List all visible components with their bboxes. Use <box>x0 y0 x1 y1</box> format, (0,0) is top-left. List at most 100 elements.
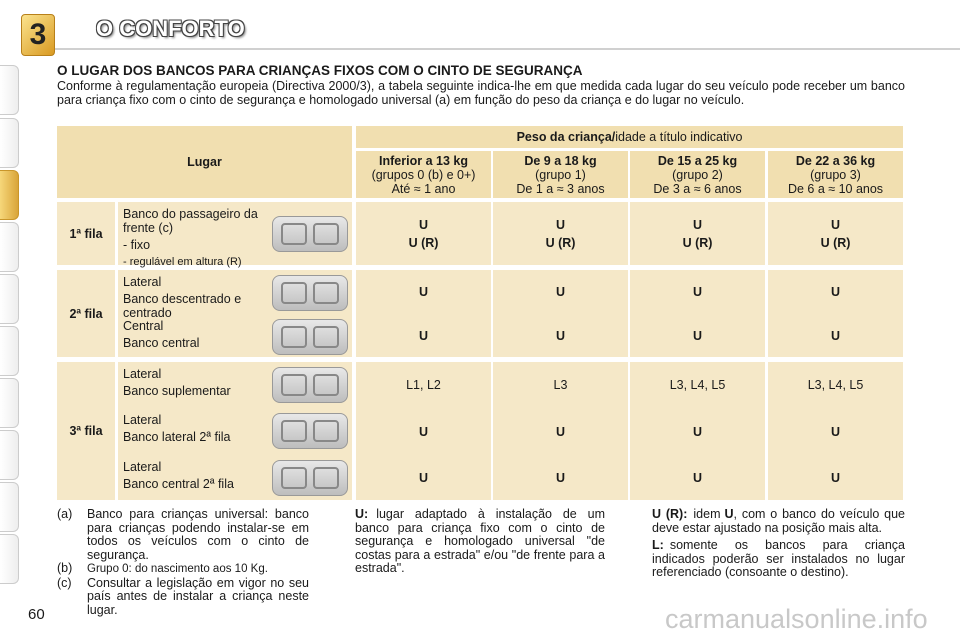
weight-title: Peso da criança/ <box>516 130 616 144</box>
value-cell <box>356 270 491 357</box>
description-line: Banco do passageiro da frente (c) <box>123 207 258 235</box>
value-line: U <box>418 217 429 232</box>
value-text: U <box>418 285 429 299</box>
value-text: U <box>418 470 429 485</box>
value-cell <box>493 362 628 500</box>
seat-icon <box>272 216 348 252</box>
value-text: U <box>692 285 703 299</box>
note-term: U: <box>355 507 369 521</box>
value-cell <box>356 202 491 265</box>
description-line: Lateral <box>123 460 162 474</box>
seat-value: U U (R) <box>630 202 765 265</box>
seat-value: L3 <box>493 362 628 408</box>
side-tab <box>0 430 19 480</box>
weight-note: idade a título indicativo <box>615 130 743 144</box>
seat-icon-detail <box>281 374 307 396</box>
seat-value: U <box>493 270 628 314</box>
row-label-text: 2ª fila <box>69 306 103 321</box>
footnote: (b) Grupo 0: do nascimento aos 10 Kg. <box>57 561 309 577</box>
notes-middle: U: lugar adaptado à instalação de um banc… <box>355 507 605 576</box>
seat-description: Lateral Banco central 2ª fila <box>123 460 263 491</box>
column-weight: De 22 a 36 kg <box>795 153 876 168</box>
seat-value: U U (R) <box>356 202 491 265</box>
footnote-text: Consultar a legislação em vigor no seu p… <box>87 575 309 617</box>
value-text: L3 <box>553 378 568 392</box>
footnote: (c) Consultar a legislação em vigor no se… <box>57 575 309 618</box>
value-text: U <box>692 328 703 343</box>
seat-icon-detail <box>313 223 339 245</box>
seat-icon <box>272 460 348 496</box>
seat-value: U <box>493 314 628 357</box>
seat-description: Banco do passageiro da frente (c) - fixo -… <box>123 207 268 269</box>
seat-value: L3, L4, L5 <box>630 362 765 408</box>
seat-icon <box>272 413 348 449</box>
value-text: U <box>555 470 566 485</box>
value-cell <box>768 362 903 500</box>
value-line: U <box>555 217 566 232</box>
column-header: De 22 a 36 kg (grupo 3) De 6 a ≈ 10 anos <box>768 151 903 198</box>
side-tab <box>0 378 19 428</box>
row-label: 2ª fila <box>57 270 115 357</box>
column-group: (grupo 2) <box>672 167 723 182</box>
value-cell <box>630 202 765 265</box>
description-line: Banco descentrado e centrado <box>123 292 242 320</box>
value-text: U <box>692 424 703 439</box>
seat-value: U <box>630 455 765 500</box>
description-line: Banco central 2ª fila <box>123 477 234 491</box>
value-text: U <box>555 424 566 439</box>
footnote-key: (a) <box>57 507 73 521</box>
value-cell <box>493 202 628 265</box>
seat-value: U <box>768 314 903 357</box>
column-weight: De 9 a 18 kg <box>524 153 597 168</box>
value-text: U <box>418 328 429 343</box>
column-age: Até ≈ 1 ano <box>391 181 456 196</box>
seat-value: L1, L2 <box>356 362 491 408</box>
note-term: U (R): <box>652 507 688 521</box>
description-line: Central <box>123 319 164 333</box>
value-line: U (R) <box>408 235 439 250</box>
description-line: Banco central <box>123 336 200 350</box>
seat-icon-detail <box>281 420 307 442</box>
footnote-key: (c) <box>57 575 72 590</box>
value-cell <box>630 270 765 357</box>
note-text: somente os bancos para criança indicados… <box>652 538 905 579</box>
value-text: L1, L2 <box>406 378 441 392</box>
row-label-text: 3ª fila <box>69 424 103 438</box>
weight-header: Peso da criança/idade a título indicativ… <box>356 126 903 148</box>
note-text: , com o banco do veículo que deve estar … <box>652 507 905 535</box>
seat-value: U <box>768 270 903 314</box>
seat-value: L3, L4, L5 <box>768 362 903 408</box>
side-tab-active <box>0 170 19 220</box>
chapter-title: O CONFORTO <box>96 16 245 41</box>
value-text: U <box>830 285 841 299</box>
side-tab <box>0 326 19 376</box>
seat-description: Central Banco central <box>123 319 263 350</box>
seat-description: Lateral Banco suplementar <box>123 367 263 398</box>
value-line: U <box>692 217 703 232</box>
seat-value: U <box>493 455 628 500</box>
row-label: 1ª fila <box>57 202 115 265</box>
column-age: De 3 a ≈ 6 anos <box>653 181 742 196</box>
description-line: Lateral <box>123 367 162 381</box>
note: U (R): idem U, com o banco do veículo que … <box>652 507 905 535</box>
value-cell <box>493 270 628 357</box>
value-text: U <box>830 424 841 439</box>
note-text: lugar adaptado à instalação de um banco … <box>355 507 605 575</box>
value-cell <box>768 270 903 357</box>
value-text: U <box>555 328 566 343</box>
footnote-text: Banco para crianças universal: banco par… <box>87 507 309 562</box>
side-tab <box>0 274 19 324</box>
column-age: De 1 a ≈ 3 anos <box>516 181 605 196</box>
value-text: L3, L4, L5 <box>669 378 726 392</box>
seat-value: U <box>768 455 903 500</box>
seat-icon-detail <box>281 467 307 489</box>
column-group: (grupos 0 (b) e 0+) <box>371 167 476 182</box>
value-text: U <box>555 285 566 299</box>
seat-description: Lateral Banco lateral 2ª fila <box>123 413 263 444</box>
side-tab <box>0 65 19 115</box>
seat-icon <box>272 319 348 355</box>
column-header: Inferior a 13 kg (grupos 0 (b) e 0+) Até ≈… <box>356 151 491 198</box>
seat-icon-detail <box>313 326 339 348</box>
value-line: U (R) <box>682 235 713 250</box>
